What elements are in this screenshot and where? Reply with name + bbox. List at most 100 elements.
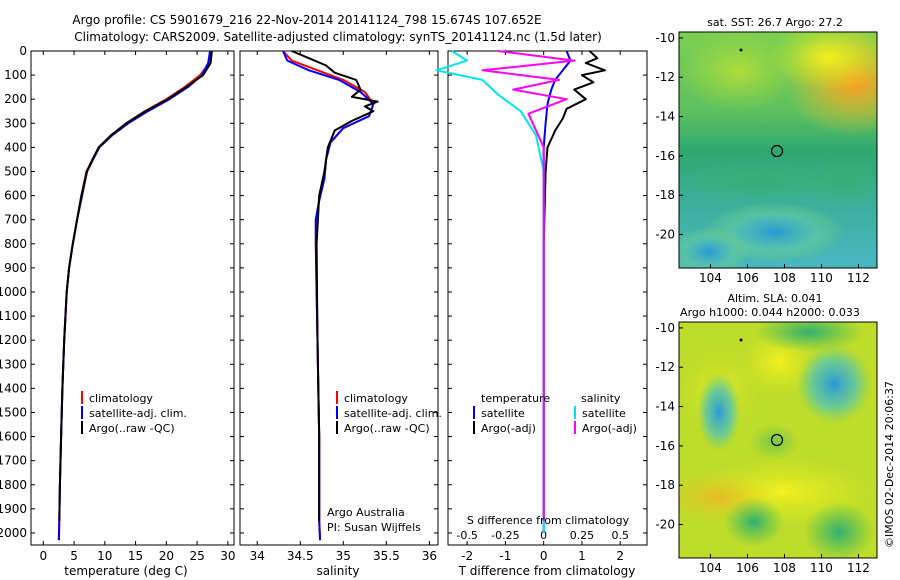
- map-y-tick-label: -20: [655, 518, 675, 532]
- map-x-tick-label: 112: [847, 561, 870, 575]
- sla-map-title: Altim. SLA: 0.041: [727, 292, 822, 305]
- temperature-panel: 0100200300400500600700800900100011001200…: [0, 44, 235, 578]
- legend-s-satellite-label: satellite: [582, 407, 626, 420]
- top-x-tick-label: 0: [540, 529, 547, 542]
- series-climatology: [57, 50, 213, 541]
- y-tick-label: 1200: [0, 333, 27, 347]
- x-tick-label: -2: [461, 549, 473, 563]
- y-tick-label: 400: [4, 140, 27, 154]
- y-tick-label: 600: [4, 189, 27, 203]
- sla-map-frame: [678, 321, 878, 559]
- map-x-tick-label: 104: [699, 561, 722, 575]
- y-tick-label: 1400: [0, 381, 27, 395]
- series-s-satellite: [435, 50, 545, 533]
- series-s-argo-adj: [481, 50, 576, 521]
- salinity-plot-frame: [239, 50, 439, 546]
- legend-temperature-title: temperature: [481, 392, 550, 405]
- sst-map-title: sat. SST: 26.7 Argo: 27.2: [707, 16, 843, 29]
- sst-map-field: [679, 32, 877, 268]
- watermark: ©IMOS 02-Dec-2014 20:06:37: [883, 381, 896, 548]
- x-tick-label: 34.5: [287, 549, 314, 563]
- x-tick-label: 2: [616, 549, 624, 563]
- x-tick-label: 0: [540, 549, 548, 563]
- map-x-tick-label: 106: [736, 561, 759, 575]
- x-tick-label: 25: [189, 549, 204, 563]
- y-tick-label: 700: [4, 213, 27, 227]
- temperature-xlabel: temperature (deg C): [64, 564, 187, 578]
- map-y-tick-label: -14: [655, 110, 675, 124]
- y-tick-label: 900: [4, 261, 27, 275]
- top-x-tick-label: -0.5: [456, 529, 477, 542]
- y-tick-label: 0: [19, 44, 27, 58]
- x-tick-label: 36: [422, 549, 437, 563]
- difference-xlabel: T difference from climatology: [458, 564, 636, 578]
- series-satellite-adj-clim: [282, 50, 375, 541]
- x-tick-label: 1: [578, 549, 586, 563]
- legend-s-argo-label: Argo(-adj): [582, 422, 637, 435]
- series-argo-raw-qc: [58, 50, 213, 521]
- legend-argo-label: Argo(..raw -QC): [89, 422, 175, 435]
- y-tick-label: 1300: [0, 357, 27, 371]
- map-y-tick-label: -10: [655, 31, 675, 45]
- y-tick-label: 100: [4, 68, 27, 82]
- sla-argo-marker: [770, 433, 784, 447]
- x-tick-label: 35.5: [373, 549, 400, 563]
- top-x-tick-label: 0.25: [570, 529, 595, 542]
- salinity-panel: 34 34.5 35 35.5 36 salinity climatology sate…: [239, 50, 442, 578]
- sla-map-field: [679, 322, 877, 558]
- series-t-satellite: [542, 50, 572, 533]
- map-y-tick-label: -18: [655, 188, 675, 202]
- x-tick-label: 34: [250, 549, 265, 563]
- pi-annotation: PI: Susan Wijffels: [327, 521, 421, 534]
- sla-small-marker: [739, 338, 743, 342]
- x-tick-label: 20: [159, 549, 174, 563]
- top-x-tick-label: 0.5: [611, 529, 629, 542]
- map-y-tick-label: -14: [655, 400, 675, 414]
- map-y-tick-label: -12: [655, 360, 675, 374]
- map-x-tick-label: 106: [736, 271, 759, 285]
- y-tick-label: 800: [4, 237, 27, 251]
- y-tick-label: 1600: [0, 430, 27, 444]
- argo-australia-annotation: Argo Australia: [327, 506, 405, 519]
- x-tick-label: 10: [97, 549, 112, 563]
- sla-map-subtitle: Argo h1000: 0.044 h2000: 0.033: [680, 306, 860, 319]
- map-x-tick-label: 104: [699, 271, 722, 285]
- temperature-legend: climatology satellite-adj. clim. Argo(..…: [81, 391, 187, 435]
- difference-plot-frame: [447, 50, 648, 546]
- temperature-plot-frame: [30, 50, 235, 546]
- sst-map-frame: [678, 31, 878, 269]
- y-tick-label: 500: [4, 164, 27, 178]
- sst-argo-marker: [770, 144, 784, 158]
- sla-map-panel: Altim. SLA: 0.041 Argo h1000: 0.044 h200…: [655, 292, 878, 575]
- y-tick-label: 300: [4, 116, 27, 130]
- sst-map-panel: sat. SST: 26.7 Argo: 27.2 104 106 108 110 11…: [655, 16, 878, 285]
- salinity-legend: climatology satellite-adj. clim. Argo(..…: [336, 391, 442, 435]
- header-line-1: Argo profile: CS 5901679_216 22-Nov-2014…: [72, 13, 541, 27]
- y-tick-label: 1800: [0, 478, 27, 492]
- legend-salinity-title: salinity: [581, 392, 621, 405]
- series-satellite-adj-clim: [58, 50, 211, 541]
- map-x-tick-label: 110: [810, 271, 833, 285]
- legend-climatology-label: climatology: [89, 392, 153, 405]
- map-x-tick-label: 108: [773, 271, 796, 285]
- y-tick-label: 1900: [0, 502, 27, 516]
- series-climatology: [282, 50, 375, 541]
- difference-top-axis-label: S difference from climatology: [467, 514, 630, 527]
- y-tick-label: 2000: [0, 526, 27, 540]
- map-y-tick-label: -20: [655, 228, 675, 242]
- map-x-tick-label: 112: [847, 271, 870, 285]
- x-tick-label: 15: [128, 549, 143, 563]
- series-t-argo-adj: [542, 50, 606, 521]
- legend-satellite-label: satellite-adj. clim.: [89, 407, 187, 420]
- map-x-tick-label: 110: [810, 561, 833, 575]
- map-x-tick-label: 108: [773, 561, 796, 575]
- y-tick-label: 1000: [0, 285, 27, 299]
- legend-argo-label: Argo(..raw -QC): [344, 422, 430, 435]
- top-x-tick-label: -0.25: [491, 529, 519, 542]
- map-y-tick-label: -12: [655, 70, 675, 84]
- x-tick-label: 0: [39, 549, 47, 563]
- header-line-2: Climatology: CARS2009. Satellite-adjuste…: [74, 30, 602, 44]
- legend-satellite-label: satellite-adj. clim.: [344, 407, 442, 420]
- x-tick-label: -1: [499, 549, 511, 563]
